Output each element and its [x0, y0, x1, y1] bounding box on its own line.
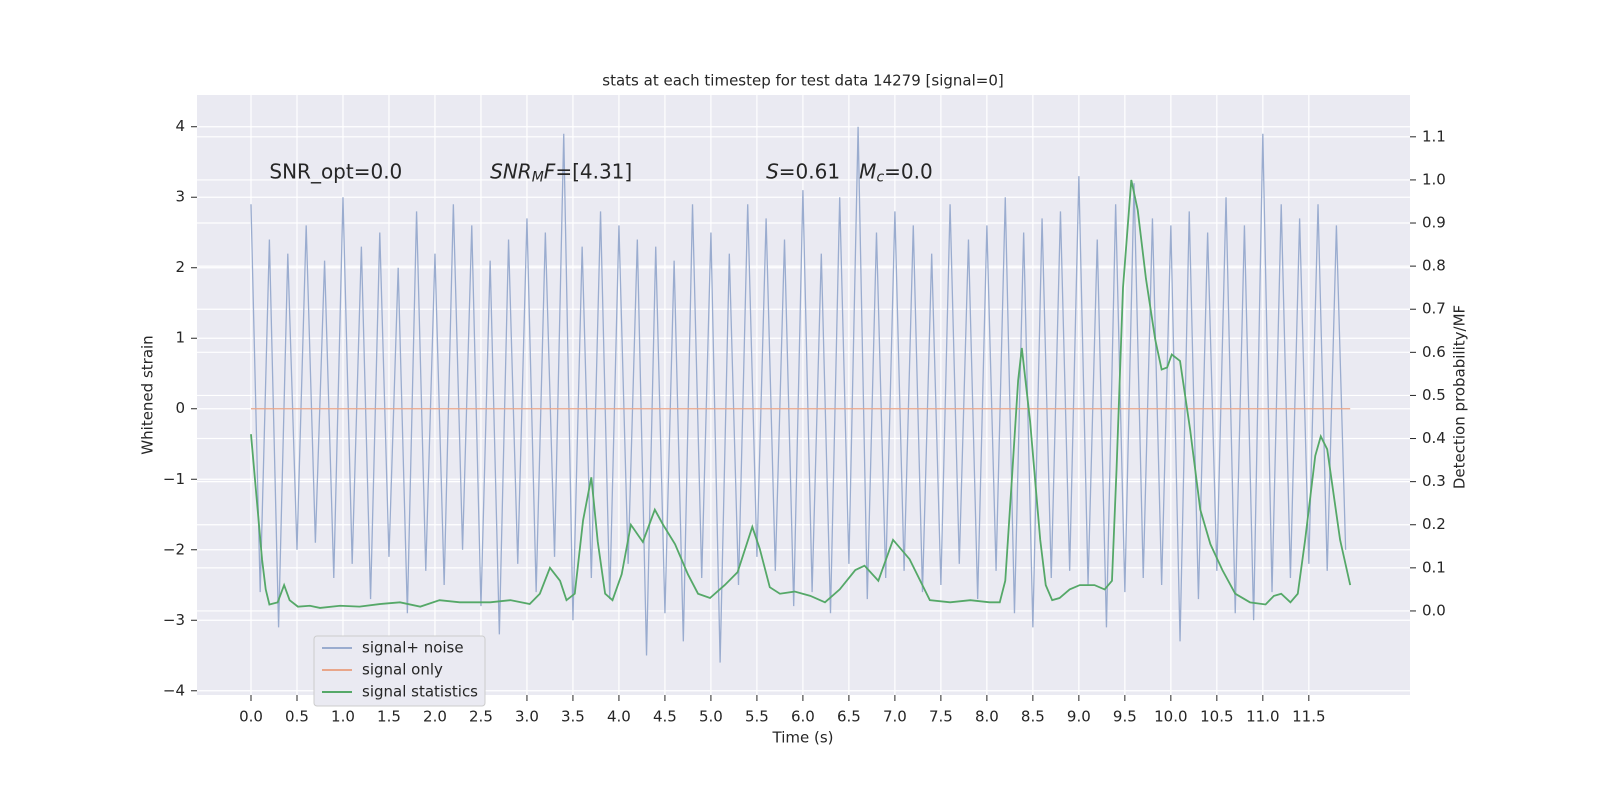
- x-tick-label: 2.0: [423, 708, 447, 726]
- x-tick-label: 5.0: [699, 708, 723, 726]
- annotation-part: SNR_opt=0.0: [269, 159, 402, 183]
- annotation-part: =[4.31]: [555, 159, 632, 183]
- y-tick-label: 4: [175, 117, 185, 135]
- axes: 0.0 0.5 1.0 1.5 2.0 2.5 3.0 3.5 4.0 4.5 5.0 5.5 6.0 6…: [163, 117, 1446, 725]
- legend-box: [313, 635, 486, 707]
- x-tick-label: 9.0: [1067, 708, 1091, 726]
- y2-tick-label: 0.9: [1422, 214, 1446, 232]
- x-tick-label: 3.5: [561, 708, 585, 726]
- y-axis-label: Whitened strain: [139, 335, 157, 454]
- x-tick-label: 8.5: [1021, 708, 1045, 726]
- y2-tick-label: 0.6: [1422, 343, 1446, 361]
- chart-title: stats at each timestep for test data 142…: [602, 72, 1003, 90]
- x-tick-label: 10.0: [1154, 708, 1187, 726]
- grid: [197, 95, 1410, 695]
- legend: signal+ noise signal only signal statistic…: [313, 635, 486, 707]
- x-tick-label: 10.5: [1200, 708, 1233, 726]
- annotation-part: M: [532, 170, 544, 186]
- annotation-part: =0.61: [779, 159, 859, 183]
- legend-label: signal+ noise: [362, 639, 464, 657]
- y2-tick-label: 1.0: [1422, 170, 1446, 188]
- y2-tick-label: 1.1: [1422, 127, 1446, 145]
- series-line: [250, 179, 1352, 609]
- x-tick-label: 1.5: [377, 708, 401, 726]
- x-tick-label: 11.0: [1246, 708, 1279, 726]
- y2-tick-label: 0.4: [1422, 429, 1446, 447]
- y-tick-label: −2: [163, 540, 185, 558]
- x-tick-label: 4.5: [653, 708, 677, 726]
- y2-tick-label: 0.7: [1422, 300, 1446, 318]
- x-tick-label: 5.5: [745, 708, 769, 726]
- y2-tick-label: 0.1: [1422, 558, 1446, 576]
- x-tick-label: 9.5: [1113, 708, 1137, 726]
- annotation-part: F: [544, 159, 556, 183]
- legend-label: signal only: [362, 661, 443, 679]
- y2-axis-label: Detection probability/MF: [1451, 305, 1469, 489]
- x-tick-label: 0.0: [239, 708, 263, 726]
- x-tick-label: 6.0: [791, 708, 815, 726]
- annotation: S=0.61 Mc=0.0: [766, 159, 933, 186]
- y-tick-label: −4: [163, 681, 185, 699]
- annotation: SNR_opt=0.0: [269, 159, 402, 183]
- annotation-part: SNR: [490, 159, 532, 183]
- series-line: [250, 126, 1347, 663]
- y2-tick-label: 0.3: [1422, 472, 1446, 490]
- y-tick-label: −3: [163, 611, 185, 629]
- x-tick-label: 6.5: [837, 708, 861, 726]
- x-tick-label: 3.0: [515, 708, 539, 726]
- x-tick-label: 8.0: [975, 708, 999, 726]
- legend-label: signal statistics: [362, 683, 478, 701]
- x-tick-label: 7.5: [929, 708, 953, 726]
- y2-tick-label: 0.0: [1422, 601, 1446, 619]
- x-axis-label: Time (s): [772, 729, 834, 747]
- y-tick-label: 3: [175, 188, 185, 206]
- annotation-part: =0.0: [884, 159, 933, 183]
- annotation: SNRMF=[4.31]: [490, 159, 632, 186]
- x-tick-label: 2.5: [469, 708, 493, 726]
- y-tick-label: −1: [163, 470, 185, 488]
- y-tick-label: 1: [175, 329, 185, 347]
- annotation-part: S: [766, 159, 779, 183]
- x-tick-label: 1.0: [331, 708, 355, 726]
- x-tick-label: 0.5: [285, 708, 309, 726]
- y2-tick-label: 0.8: [1422, 257, 1446, 275]
- y2-tick-label: 0.5: [1422, 386, 1446, 404]
- x-tick-label: 11.5: [1292, 708, 1325, 726]
- marks: [250, 126, 1352, 663]
- annotation-part: M: [859, 159, 876, 183]
- y-tick-label: 2: [175, 258, 185, 276]
- x-tick-label: 7.0: [883, 708, 907, 726]
- annotation-part: c: [876, 170, 884, 186]
- y2-tick-label: 0.2: [1422, 515, 1446, 533]
- y-tick-label: 0: [175, 399, 185, 417]
- x-tick-label: 4.0: [607, 708, 631, 726]
